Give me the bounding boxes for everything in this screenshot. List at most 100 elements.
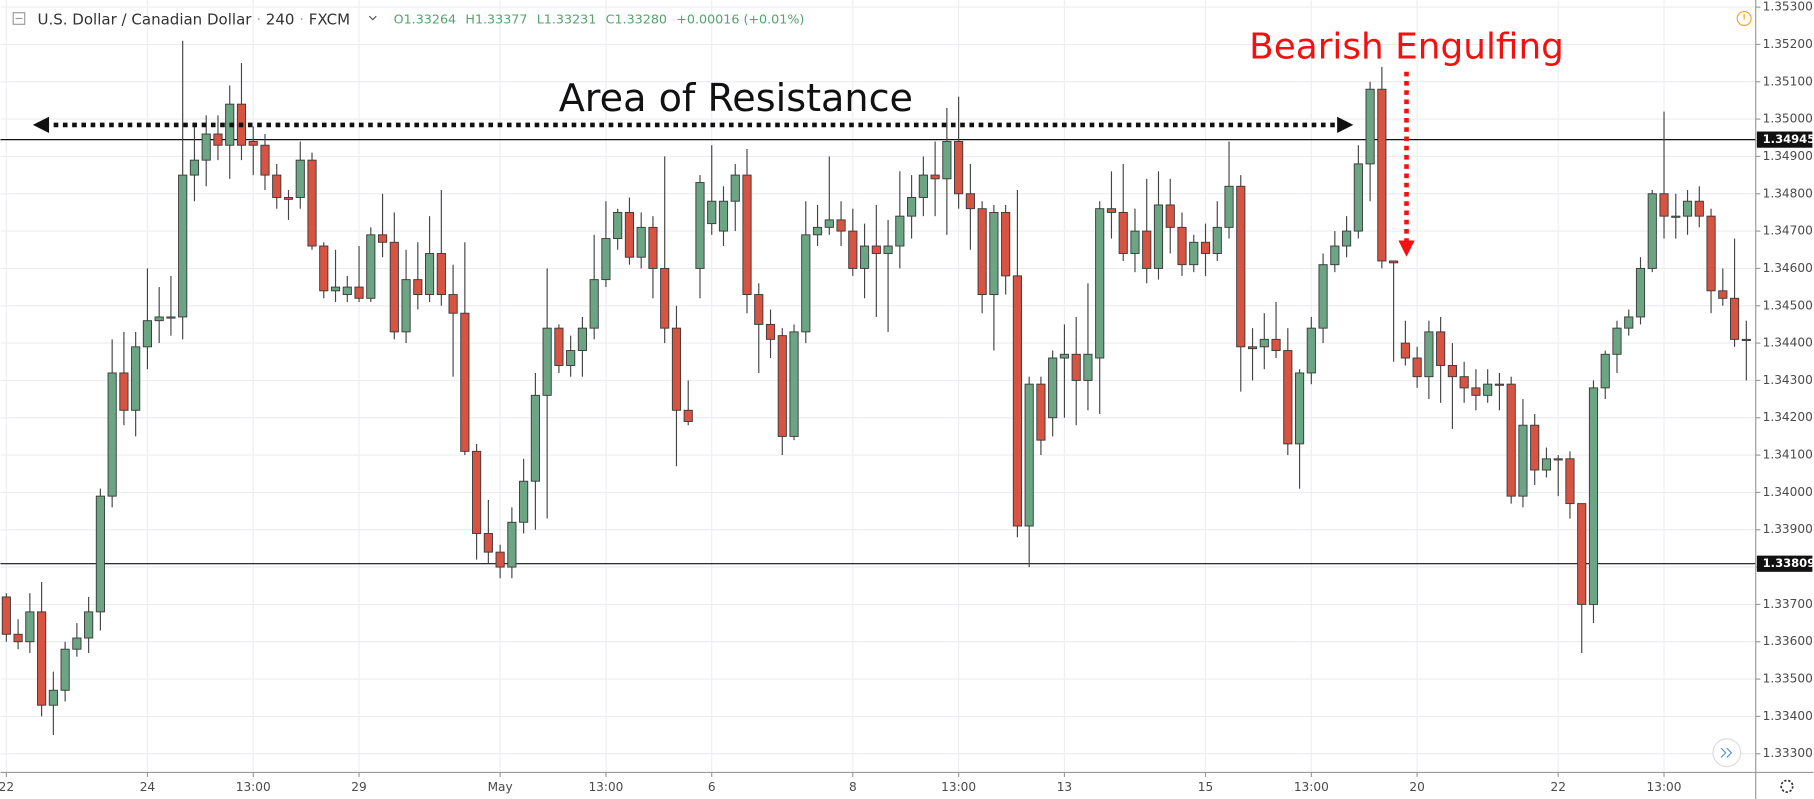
candle-body — [1012, 275, 1022, 527]
candle-body — [1200, 241, 1211, 254]
candle-body — [1330, 245, 1340, 266]
candle-body — [1588, 387, 1599, 605]
candle-body — [1236, 185, 1246, 348]
candle-body — [389, 241, 399, 333]
candle-body — [1436, 331, 1446, 366]
candle-body — [683, 409, 693, 422]
candle-body — [1142, 230, 1152, 269]
candle-body — [930, 174, 940, 180]
candle-body — [883, 245, 893, 254]
candle-body — [918, 174, 928, 198]
y-tick-label: 1.35100 — [1763, 74, 1813, 88]
candle-body — [1165, 204, 1175, 228]
y-tick-label: 1.34900 — [1763, 149, 1813, 163]
candle-body — [342, 286, 352, 296]
candle-body — [718, 200, 729, 232]
y-tick-label: 1.35000 — [1763, 112, 1813, 126]
candle-body — [1389, 260, 1399, 264]
candle-body — [1365, 88, 1375, 165]
candle-body — [1612, 327, 1622, 355]
candle-body — [295, 159, 305, 198]
candle-body — [965, 193, 975, 210]
candle-body — [366, 234, 376, 299]
candle-body — [848, 230, 858, 269]
x-tick-label: 22 — [1550, 780, 1565, 794]
y-tick-label: 1.33600 — [1763, 634, 1813, 648]
alert-icon[interactable] — [1736, 10, 1752, 27]
x-tick-label: 29 — [351, 780, 366, 794]
candle-body — [754, 294, 764, 325]
candle-body — [107, 372, 117, 497]
candle-body — [319, 245, 329, 292]
candle-body — [1530, 424, 1540, 471]
price-level-label: 1.34945 — [1763, 132, 1814, 146]
candle-body — [142, 320, 152, 348]
candle-body — [330, 286, 341, 292]
close-label: C1.33280 — [606, 11, 667, 26]
x-tick-label: 6 — [708, 780, 716, 794]
candle-body — [1353, 163, 1363, 232]
candle-body — [495, 551, 505, 568]
y-tick-label: 1.34700 — [1763, 224, 1813, 238]
y-tick-label: 1.34400 — [1763, 336, 1813, 350]
y-tick-label: 1.35300 — [1763, 0, 1813, 14]
candle-body — [707, 200, 717, 225]
open-label: O1.33264 — [394, 11, 457, 26]
candle-body — [1259, 338, 1269, 348]
candle-body — [213, 133, 223, 146]
candle-body — [1659, 193, 1669, 217]
candle-body — [1553, 458, 1563, 461]
candle-body — [1318, 264, 1328, 329]
x-tick-label: 13:00 — [588, 780, 623, 794]
candle-body — [519, 480, 529, 523]
candle-body — [460, 312, 470, 452]
candle-body — [425, 253, 435, 296]
annotation-text: Area of Resistance — [559, 76, 913, 120]
candle-body — [13, 633, 23, 643]
symbol-title[interactable]: U.S. Dollar / Canadian Dollar · 240 · FX… — [37, 10, 350, 28]
candle-body — [1471, 387, 1481, 396]
symbol: U.S. Dollar / Canadian Dollar — [37, 10, 252, 28]
candle-body — [472, 450, 482, 534]
candle-body — [1271, 338, 1281, 352]
horizontal-lines — [0, 139, 1756, 565]
candle-body — [613, 211, 623, 240]
candle-body — [1048, 357, 1058, 419]
x-tick-label: 13:00 — [236, 780, 271, 794]
candle-body — [1518, 424, 1528, 497]
candle-body — [1036, 383, 1046, 441]
candle-body — [25, 611, 35, 643]
candle-body — [542, 327, 552, 396]
collapse-button[interactable] — [12, 12, 26, 25]
candle-body — [1118, 211, 1128, 254]
candle-body — [95, 495, 105, 613]
scroll-to-end-button[interactable] — [1712, 738, 1742, 768]
candle-body — [483, 533, 493, 553]
y-tick-label: 1.34800 — [1763, 186, 1813, 200]
candle-body — [589, 279, 599, 329]
y-tick-label: 1.34000 — [1763, 485, 1813, 499]
candle-body — [1706, 215, 1716, 292]
candle-body — [436, 253, 446, 296]
candle-body — [48, 689, 58, 706]
candle-body — [671, 327, 682, 411]
y-tick-label: 1.34100 — [1763, 448, 1813, 462]
y-tick-label: 1.34200 — [1763, 410, 1813, 424]
candle-body — [777, 335, 787, 437]
high-label: H1.33377 — [465, 11, 527, 26]
dropdown-icon[interactable] — [368, 15, 377, 21]
settings-button[interactable] — [1780, 779, 1794, 793]
candle-body — [742, 174, 752, 296]
candle-body — [72, 637, 82, 650]
candle-body — [283, 197, 294, 200]
candle-body — [1001, 211, 1011, 277]
price-level-badge — [1756, 555, 1813, 572]
y-tick-label: 1.33700 — [1763, 597, 1813, 611]
candle-body — [154, 316, 164, 322]
candle-body — [1682, 200, 1693, 217]
candle-body — [636, 226, 646, 258]
candle-body — [859, 245, 870, 269]
change-label: +0.00016 (+0.01%) — [676, 11, 804, 26]
candle-body — [1212, 226, 1222, 254]
